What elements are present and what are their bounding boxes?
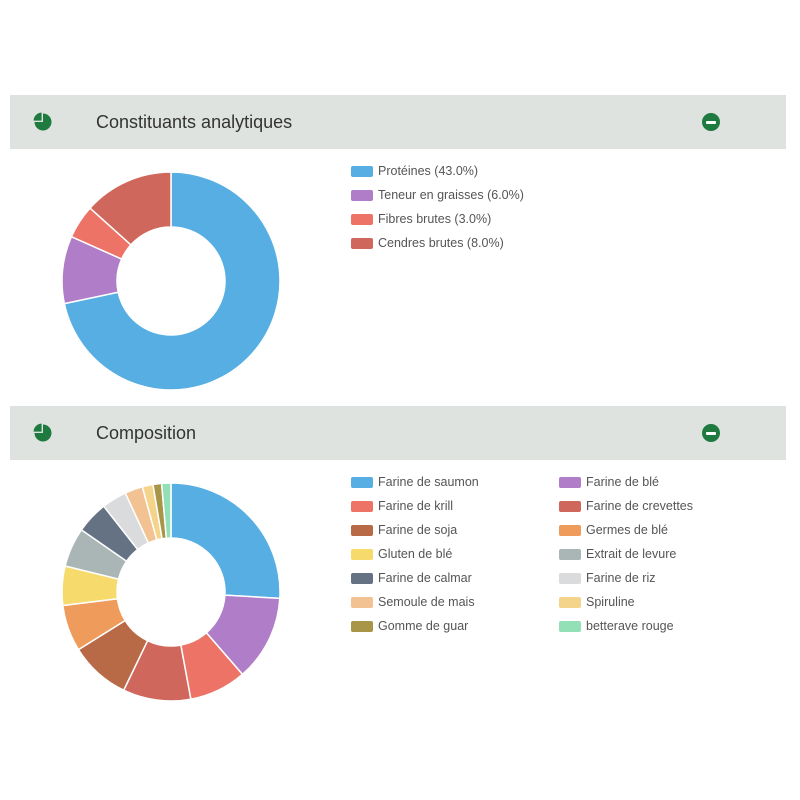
panel-title: Constituants analytiques: [96, 112, 293, 132]
legend-swatch: [351, 237, 373, 249]
legend-label: Semoule de mais: [378, 595, 475, 609]
donut-slice[interactable]: [160, 482, 172, 540]
legend-swatch: [351, 572, 373, 584]
legend-label: Farine de krill: [378, 499, 454, 513]
collapse-button[interactable]: [702, 113, 720, 131]
legend-label: Farine de calmar: [378, 571, 472, 585]
legend-label: Gluten de blé: [378, 547, 453, 561]
legend-swatch: [351, 548, 373, 560]
legend-item[interactable]: Fibres brutes (3.0%): [351, 210, 491, 228]
legend-swatch: [559, 596, 581, 608]
legend-swatch: [351, 213, 373, 225]
legend-swatch: [559, 500, 581, 512]
donut-chart-composition: [61, 482, 281, 702]
legend-label: Farine de soja: [378, 523, 458, 537]
legend-label: Farine de crevettes: [586, 499, 693, 513]
collapse-button[interactable]: [702, 424, 720, 442]
legend-swatch: [351, 596, 373, 608]
legend-swatch: [351, 189, 373, 201]
panel-header: Constituants analytiques: [10, 95, 786, 149]
donut-slice[interactable]: [63, 171, 281, 391]
panel-header: Composition: [10, 406, 786, 460]
minus-circle-icon: [706, 121, 716, 124]
panel-constituants: Constituants analytiques: [10, 95, 786, 149]
legend-item[interactable]: Gluten de blé: [351, 545, 452, 563]
donut-slice[interactable]: [88, 171, 172, 246]
legend-label: Spiruline: [586, 595, 635, 609]
legend-swatch: [351, 476, 373, 488]
legend-item[interactable]: Spiruline: [559, 593, 635, 611]
pie-chart-icon: [33, 423, 52, 442]
legend-swatch: [351, 620, 373, 632]
legend-item[interactable]: Teneur en graisses (6.0%): [351, 186, 524, 204]
legend-item[interactable]: Farine de krill: [351, 497, 453, 515]
legend-label: Gomme de guar: [378, 619, 469, 633]
legend-item[interactable]: Farine de soja: [351, 521, 457, 539]
legend-item[interactable]: Germes de blé: [559, 521, 668, 539]
legend-swatch: [351, 165, 373, 177]
legend-item[interactable]: Cendres brutes (8.0%): [351, 234, 504, 252]
legend-swatch: [559, 476, 581, 488]
legend-label: Germes de blé: [586, 523, 668, 537]
legend-label: Fibres brutes (3.0%): [378, 212, 492, 226]
legend-item[interactable]: Farine de saumon: [351, 473, 479, 491]
legend-item[interactable]: Extrait de levure: [559, 545, 676, 563]
legend-label: Farine de riz: [586, 571, 656, 585]
panel-title: Composition: [96, 423, 197, 443]
donut-chart-constituants: [61, 171, 281, 391]
legend-item[interactable]: Semoule de mais: [351, 593, 475, 611]
pie-chart-icon: [33, 112, 52, 131]
legend-swatch: [559, 548, 581, 560]
panel-composition: Composition: [10, 406, 786, 460]
legend-item[interactable]: Farine de calmar: [351, 569, 472, 587]
legend-label: Cendres brutes (8.0%): [378, 236, 504, 250]
legend-item[interactable]: Farine de riz: [559, 569, 655, 587]
legend-item[interactable]: betterave rouge: [559, 617, 674, 635]
legend-swatch: [351, 524, 373, 536]
legend-item[interactable]: Gomme de guar: [351, 617, 468, 635]
legend-label: Teneur en graisses (6.0%): [378, 188, 524, 202]
legend-label: betterave rouge: [586, 619, 674, 633]
legend-swatch: [559, 524, 581, 536]
legend-swatch: [351, 500, 373, 512]
minus-circle-icon: [706, 432, 716, 435]
legend-item[interactable]: Farine de crevettes: [559, 497, 693, 515]
donut-slice[interactable]: [170, 482, 281, 600]
legend-label: Farine de blé: [586, 475, 659, 489]
legend-swatch: [559, 620, 581, 632]
legend-label: Extrait de levure: [586, 547, 677, 561]
legend-label: Farine de saumon: [378, 475, 479, 489]
legend-label: Protéines (43.0%): [378, 164, 479, 178]
legend-swatch: [559, 572, 581, 584]
legend-item[interactable]: Protéines (43.0%): [351, 162, 478, 180]
legend-item[interactable]: Farine de blé: [559, 473, 659, 491]
